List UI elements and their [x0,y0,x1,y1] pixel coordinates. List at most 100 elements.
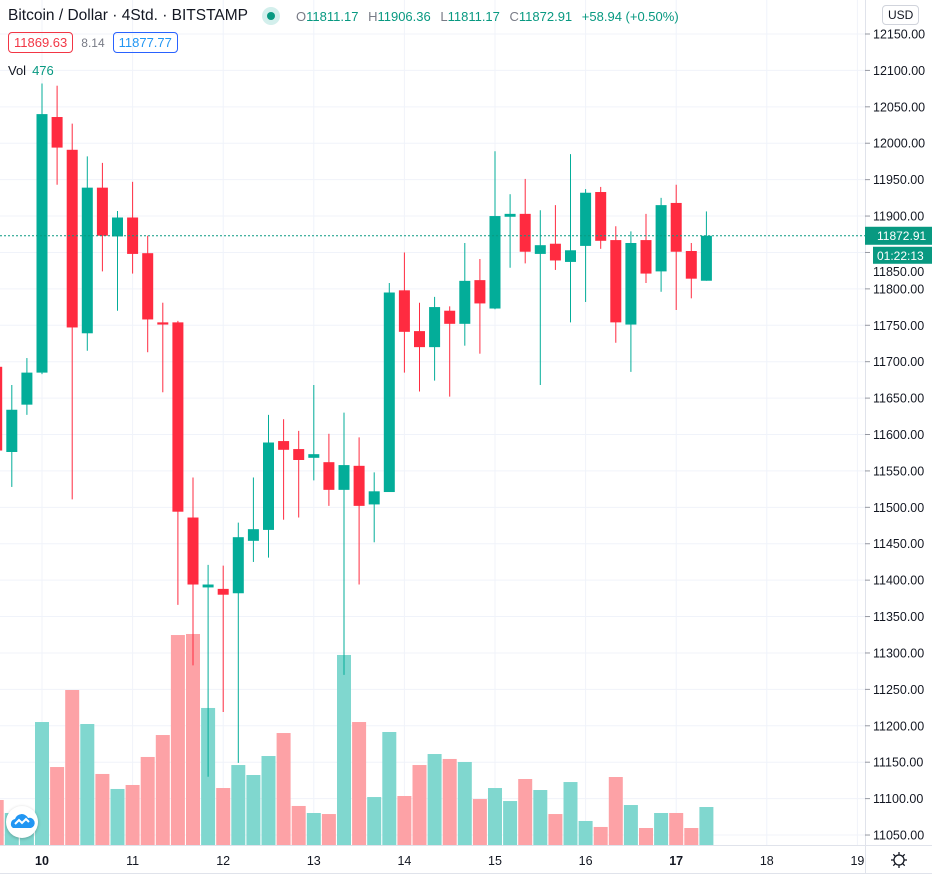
price-axis[interactable]: 12150.00 12100.00 12050.00 12000.00 11950.00… [865,28,925,843]
price-tick-label: 11100.00 [873,792,923,806]
volume-bar [457,761,472,845]
symbol-title[interactable]: Bitcoin / Dollar · 4Std. · BITSTAMP [8,7,249,24]
price-tick-label: 11600.00 [873,428,924,442]
candle [700,211,712,281]
candle [247,477,259,562]
candle-body [610,240,622,323]
volume-bar [639,828,653,845]
candle [444,306,456,397]
market-open-dot-icon [262,7,281,25]
volume-bar [95,773,110,845]
volume-legend[interactable]: Vol 476 [8,63,54,78]
volume-bar [503,801,518,845]
price-tick-label: 11200.00 [873,719,924,733]
volume-bar [699,807,714,845]
candle-body [112,217,123,237]
close-value: 11872.91 [518,8,573,24]
volume-bar [0,799,4,845]
volume-bar [306,812,321,845]
time-tick-label: 19 [850,854,864,868]
candle-body [36,114,48,373]
price-tick-label: 11350.00 [873,610,924,624]
candles [0,83,712,777]
candle-body [81,187,93,334]
candle-body [565,250,576,262]
volume-bar [80,724,95,845]
candle-body [368,491,380,505]
candle [549,205,561,270]
time-tick-label: 17 [669,854,683,868]
volume-bar [593,826,608,845]
volume-bar [231,765,246,845]
price-tick-label: 11450.00 [873,537,924,551]
candle-body [383,292,395,493]
volume-bar [442,758,457,845]
chart-legend: Bitcoin / Dollar · 4Std. · BITSTAMP O118… [8,7,679,25]
candle-body [247,529,259,541]
candle-body [429,307,441,348]
candle-body [444,310,456,324]
candle [21,358,33,415]
time-tick-label: 14 [397,854,411,868]
volume-bar [472,799,487,845]
high-value: 11906.36 [377,8,431,24]
volume-bar [669,812,684,845]
candle [36,83,48,375]
candle [142,235,154,353]
candle [353,437,365,585]
high-label: H [368,8,378,24]
candle-body [459,280,471,324]
candle-body [142,253,154,320]
price-tick-label: 12150.00 [873,28,925,42]
candle-body [398,290,410,332]
time-tick-label: 10 [35,854,49,868]
volume-bar [246,775,261,845]
candle-body [353,465,365,506]
time-tick-label: 11 [126,854,139,868]
volume-bar [548,814,563,845]
currency-button[interactable]: USD [882,5,920,25]
low-value: 11811.17 [447,8,500,24]
tradingview-logo-icon[interactable] [6,806,38,838]
candle-body [625,242,637,325]
volume-bar [488,788,502,845]
candle-body [640,240,652,274]
candle-body [66,149,78,328]
volume-bar [110,788,125,845]
volume-bar [518,778,533,845]
bid-ask: 11869.63 8.14 11877.77 [8,32,178,53]
candle-body [278,441,290,450]
time-tick-label: 13 [307,854,321,868]
grid-lines [0,0,865,845]
volume-value: 476 [32,63,54,78]
candle [323,433,335,506]
candle [187,477,199,666]
volume-bar [125,784,140,845]
candle [293,430,305,518]
candle [459,242,471,346]
volume-bar [397,795,412,845]
price-tick-label: 12000.00 [873,137,925,151]
volume-bar [155,735,170,845]
candle [534,210,546,385]
candle-body [0,366,3,451]
sell-button[interactable]: 11869.63 [8,32,74,53]
price-tick-label: 11700.00 [873,355,924,369]
time-tick-label: 16 [579,854,593,868]
volume-label: Vol [8,63,27,78]
candle [474,259,486,354]
volume-bar [412,765,427,845]
price-tick-label: 11800.00 [873,282,924,296]
buy-button[interactable]: 11877.77 [112,32,178,53]
candle-body [338,465,350,490]
candle [625,231,637,372]
settings-gear-icon[interactable] [890,851,908,869]
candle [414,302,425,392]
volume-bar [352,722,367,845]
time-axis[interactable]: 10 11 12 13 14 15 16 17 18 19 [35,854,864,868]
candle [565,154,576,323]
candle [610,226,622,343]
time-tick-label: 12 [216,854,230,868]
candle [368,472,380,543]
